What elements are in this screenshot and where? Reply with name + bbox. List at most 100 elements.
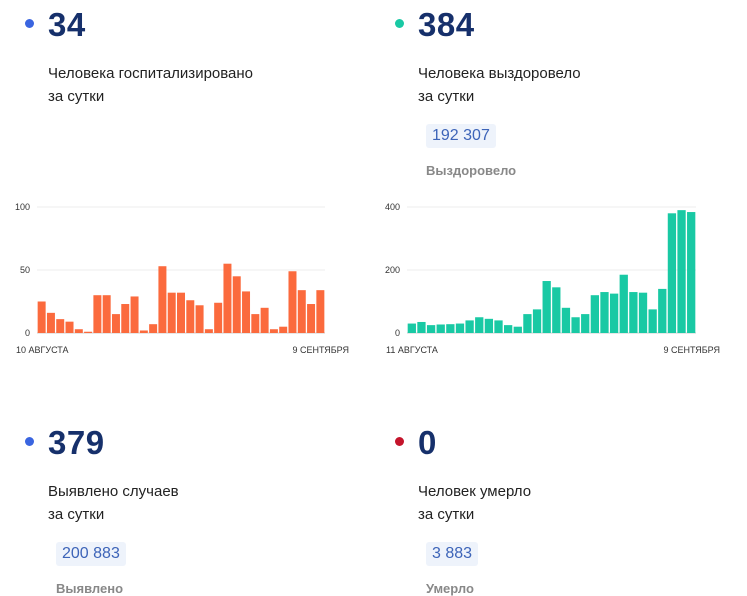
detected-panel: 379 Выявлено случаев за сутки 200 883 Вы…: [25, 424, 345, 596]
detected-total-badge: 200 883: [56, 542, 126, 566]
detected-label-line2: за сутки: [48, 506, 105, 523]
hospitalized-bar: [121, 304, 130, 333]
recovered-bar: [532, 309, 542, 333]
recovered-bar: [687, 212, 696, 333]
recovered-bar: [475, 317, 484, 333]
hospitalized-bar: [297, 290, 306, 333]
recovered-bar: [581, 314, 590, 333]
recovered-bar: [542, 281, 551, 333]
hospitalized-bar: [130, 296, 139, 333]
detected-label-line1: Выявлено случаев: [48, 483, 179, 500]
hospitalized-ytick-label: 100: [15, 202, 30, 212]
recovered-bar: [590, 295, 599, 333]
recovered-panel: 384 Человека выздоровело за сутки 192 30…: [395, 6, 715, 186]
hospitalized-bar: [74, 329, 83, 333]
recovered-bar: [600, 292, 609, 333]
recovered-label-line2: за сутки: [418, 88, 475, 105]
recovered-bar: [648, 309, 657, 333]
recovered-bar: [561, 307, 571, 333]
hospitalized-label-line1: Человека госпитализировано: [48, 65, 254, 82]
recovered-dot: [395, 19, 404, 28]
hospitalized-label: Человека госпитализировано за сутки: [48, 62, 253, 108]
recovered-total-label: Выздоровело: [426, 163, 517, 178]
hospitalized-bar: [251, 314, 260, 333]
hospitalized-panel: 34 Человека госпитализировано за сутки: [25, 6, 345, 106]
recovered-bar: [552, 287, 561, 333]
recovered-x-start-label: 11 АВГУСТА: [386, 345, 438, 355]
recovered-bar: [629, 292, 638, 333]
hospitalized-dot: [25, 19, 34, 28]
hospitalized-bar: [102, 295, 111, 333]
recovered-bar: [667, 213, 677, 333]
hospitalized-x-start-label: 10 АВГУСТА: [16, 345, 69, 355]
died-value: 0: [418, 424, 437, 461]
recovered-bar: [609, 293, 619, 333]
hospitalized-bar: [316, 290, 325, 333]
hospitalized-bar: [158, 266, 167, 333]
recovered-value: 384: [418, 6, 475, 43]
hospitalized-bar: [307, 304, 316, 333]
died-total-label: Умерло: [426, 581, 474, 596]
recovered-x-end-label: 9 СЕНТЯБРЯ: [663, 345, 720, 355]
recovered-bar: [494, 320, 503, 333]
hospitalized-bar: [93, 295, 102, 333]
hospitalized-bar: [65, 321, 74, 333]
hospitalized-bar: [279, 326, 288, 333]
recovered-bar: [455, 323, 465, 333]
died-label-line1: Человек умерло: [418, 483, 532, 500]
detected-dot: [25, 437, 34, 446]
hospitalized-chart: 100 50 0 10 АВГУСТА 9 СЕНТЯБРЯ: [15, 202, 349, 355]
hospitalized-bar: [223, 263, 232, 333]
recovered-total-badge: 192 307: [426, 124, 496, 148]
recovered-chart: 400 200 0 11 АВГУСТА 9 СЕНТЯБРЯ: [385, 202, 720, 355]
died-panel: 0 Человек умерло за сутки 3 883 Умерло: [395, 424, 715, 596]
hospitalized-bar: [186, 300, 195, 333]
hospitalized-bar: [139, 330, 148, 333]
hospitalized-bar: [111, 314, 120, 333]
died-label-line2: за сутки: [418, 506, 475, 523]
recovered-bar: [407, 323, 416, 333]
recovered-bar: [677, 210, 686, 333]
hospitalized-bar: [232, 276, 241, 333]
recovered-label: Человека выздоровело за сутки: [418, 62, 581, 108]
recovered-bar: [619, 274, 628, 333]
detected-total-label: Выявлено: [56, 581, 124, 596]
hospitalized-bar: [260, 307, 269, 333]
hospitalized-bar: [167, 292, 176, 333]
hospitalized-bar: [195, 305, 204, 333]
recovered-bar: [417, 321, 426, 333]
hospitalized-bar: [46, 312, 55, 333]
detected-label: Выявлено случаев за сутки: [48, 480, 179, 526]
hospitalized-bar: [214, 302, 223, 333]
recovered-bar: [484, 318, 494, 333]
recovered-label-line1: Человека выздоровело: [418, 65, 581, 82]
died-label: Человек умерло за сутки: [418, 480, 531, 526]
hospitalized-bar: [177, 292, 185, 333]
died-total-badge: 3 883: [426, 542, 479, 566]
recovered-bar: [426, 325, 436, 333]
recovered-bar: [513, 326, 522, 333]
hospitalized-bar: [37, 301, 46, 333]
hospitalized-ytick-label: 0: [25, 328, 30, 338]
recovered-bar: [571, 317, 580, 333]
recovered-bar: [446, 324, 455, 333]
hospitalized-value: 34: [48, 6, 86, 43]
detected-value: 379: [48, 424, 105, 461]
died-dot: [395, 437, 404, 446]
recovered-bar: [465, 320, 474, 333]
hospitalized-bar: [242, 291, 251, 333]
hospitalized-label-line2: за сутки: [48, 88, 105, 105]
hospitalized-bar: [204, 329, 213, 333]
hospitalized-bar: [269, 329, 278, 333]
recovered-ytick-label: 400: [385, 202, 400, 212]
hospitalized-bar: [84, 331, 93, 333]
hospitalized-bar: [149, 324, 158, 333]
recovered-ytick-label: 0: [395, 328, 400, 338]
recovered-bar: [523, 314, 532, 333]
hospitalized-ytick-label: 50: [20, 265, 30, 275]
hospitalized-bar: [56, 319, 65, 333]
recovered-bar: [436, 324, 445, 333]
recovered-bar: [504, 325, 513, 333]
hospitalized-bar: [288, 271, 297, 333]
recovered-bar: [638, 292, 648, 333]
